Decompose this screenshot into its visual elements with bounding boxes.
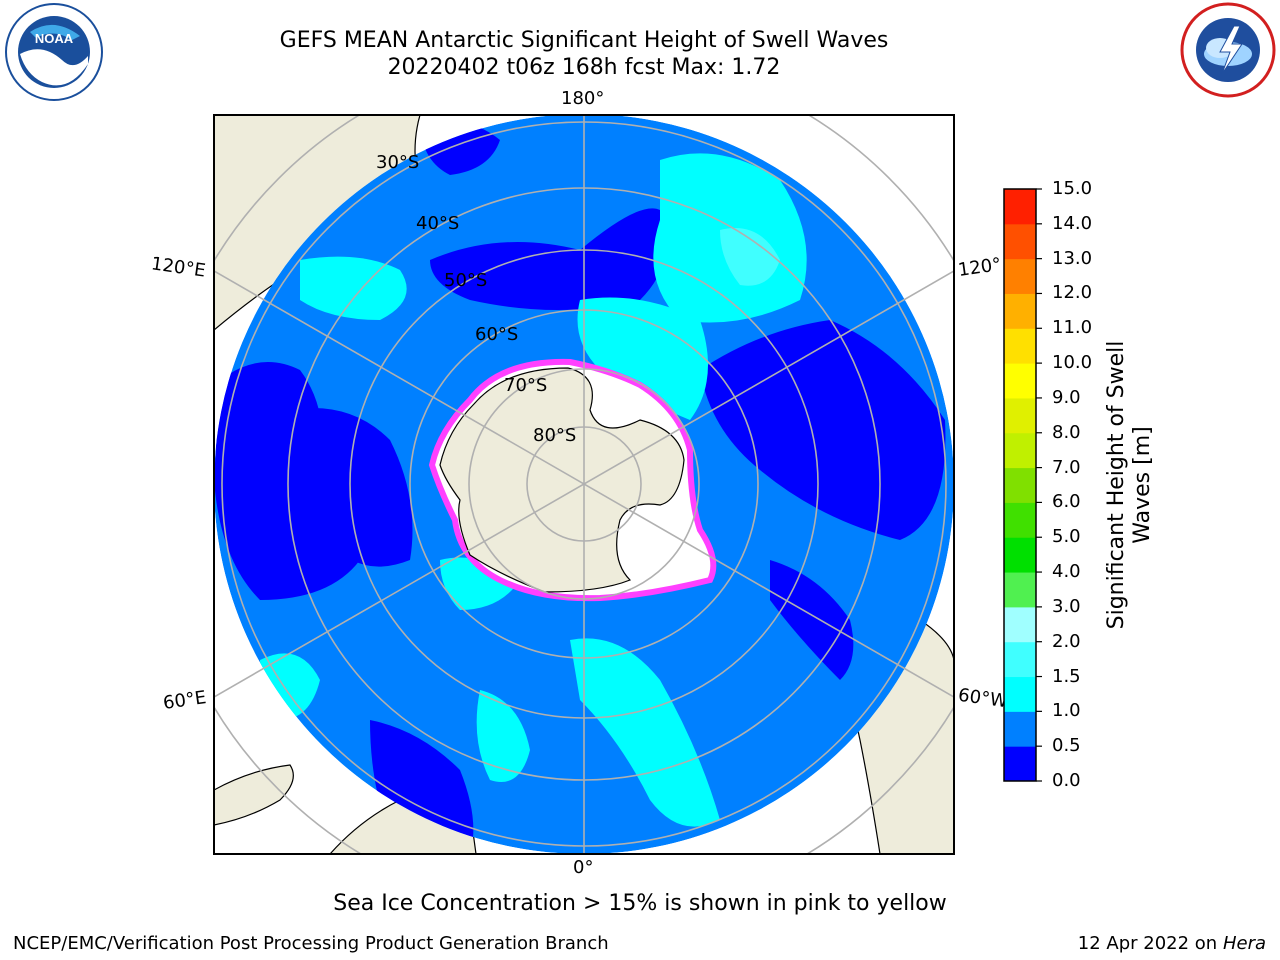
colorbar-title: Significant Height of Swell Waves [m] [1104,341,1156,630]
colorbar-segment [1004,397,1036,434]
colorbar-tick-label: 1.5 [1052,665,1081,687]
generation-date-text: 12 Apr 2022 on [1077,933,1223,954]
colorbar-segment [1004,223,1036,260]
colorbar-segment [1004,641,1036,678]
lon-label-180: 180° [561,88,605,109]
lat-label-80s: 80°S [533,425,577,446]
colorbar-segment [1004,502,1036,538]
colorbar-tick-label: 13.0 [1052,247,1093,269]
colorbar-segment [1004,572,1036,608]
colorbar-tick-label: 7.0 [1052,456,1081,478]
producer-credit: NCEP/EMC/Verification Post Processing Pr… [13,933,609,954]
madagascar-land [214,764,294,826]
colorbar-tick-label: 3.0 [1052,595,1081,617]
colorbar-segment [1004,746,1036,782]
colorbar-tick-label: 6.0 [1052,491,1081,513]
colorbar-tick-label: 15.0 [1052,178,1093,199]
machine-name: Hera [1222,933,1266,954]
colorbar-tick-label: 4.0 [1052,561,1081,583]
colorbar-tick-label: 11.0 [1052,317,1093,339]
colorbar-tick-label: 0.5 [1052,735,1081,757]
colorbar-segment [1004,606,1036,643]
antarctica [428,358,717,602]
colorbar-segment [1004,676,1036,712]
colorbar-tick-label: 1.0 [1052,700,1081,722]
colorbar-segment [1004,711,1036,747]
nws-logo [1180,2,1276,98]
colorbar-segment [1004,363,1036,399]
colorbar-tick-label: 12.0 [1052,282,1093,304]
colorbar-title-line1: Significant Height of Swell [1104,340,1129,630]
map-frame [213,114,955,855]
colorbar-title-line2: Waves [m] [1130,426,1155,544]
map-title: GEFS MEAN Antarctic Significant Height o… [279,28,889,53]
lon-label-0: 0° [573,857,594,878]
colorbar-tick-label: 14.0 [1052,212,1093,234]
graticule [214,115,954,854]
map-subtitle: 20220402 t06z 168h fcst Max: 1.72 [387,55,781,80]
colorbar-segment [1004,432,1036,469]
colorbar-segment [1004,328,1036,364]
colorbar-tick-label: 10.0 [1052,352,1093,374]
colorbar-tick-label: 5.0 [1052,526,1081,548]
colorbar-tick-label: 2.0 [1052,630,1081,652]
antarctica-land [439,367,685,593]
lat-label-60s: 60°S [475,324,519,345]
noaa-logo-text: NOAA [35,31,74,46]
colorbar-tick-label: 8.0 [1052,421,1081,443]
colorbar-segment [1004,258,1036,294]
colorbar [1003,188,1042,782]
lat-label-70s: 70°S [504,375,548,396]
colorbar-segment [1004,537,1036,573]
noaa-logo: NOAA [5,3,103,101]
colorbar-frame [1003,188,1037,782]
colorbar-tick-label: 0.0 [1052,770,1081,791]
colorbar-segment [1004,189,1036,225]
sea-ice-note: Sea Ice Concentration > 15% is shown in … [333,891,947,916]
lat-label-50s: 50°S [444,270,488,291]
lat-label-40s: 40°S [416,213,460,234]
colorbar-segment [1004,293,1036,329]
lat-label-30s: 30°S [376,152,420,173]
colorbar-tick-label: 9.0 [1052,386,1081,408]
colorbar-segment [1004,467,1036,503]
generation-date: 12 Apr 2022 on Hera [1078,933,1266,954]
